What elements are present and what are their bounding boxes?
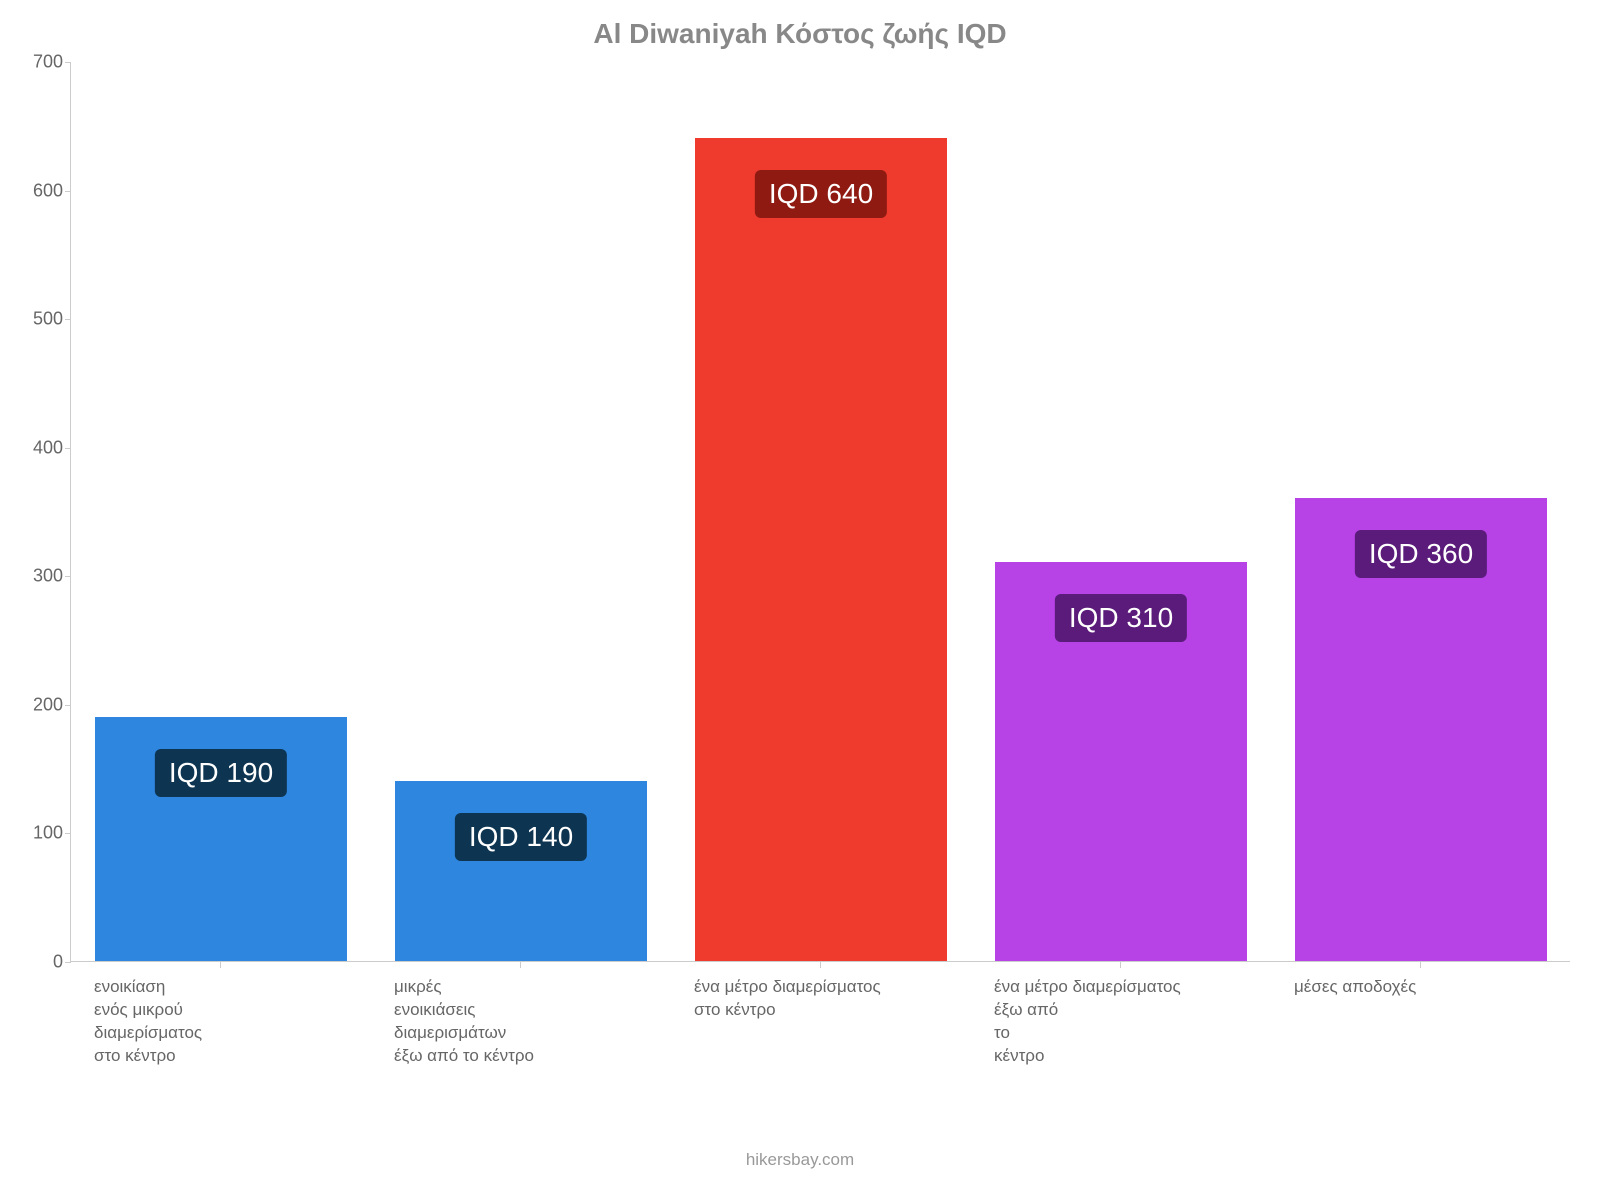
y-tick-label: 400 (17, 437, 63, 458)
y-tick-label: 200 (17, 694, 63, 715)
x-tick-mark (220, 962, 221, 968)
bar-value-badge: IQD 190 (155, 749, 287, 797)
y-tick-mark (65, 62, 71, 63)
y-tick-label: 300 (17, 566, 63, 587)
y-tick-label: 500 (17, 309, 63, 330)
bar-value-badge: IQD 360 (1355, 530, 1487, 578)
y-tick-label: 600 (17, 180, 63, 201)
y-tick-mark (65, 448, 71, 449)
y-tick-label: 0 (17, 952, 63, 973)
bar (395, 781, 647, 961)
x-tick-mark (820, 962, 821, 968)
x-tick-mark (1420, 962, 1421, 968)
x-axis-label: μέσες αποδοχές (1294, 976, 1576, 999)
bar-value-badge: IQD 140 (455, 813, 587, 861)
chart-title: Al Diwaniyah Κόστος ζωής IQD (0, 0, 1600, 56)
x-axis-label: ενοικίασηενός μικρούδιαμερίσματοςστο κέν… (94, 976, 376, 1068)
y-tick-label: 100 (17, 823, 63, 844)
x-tick-mark (520, 962, 521, 968)
x-tick-mark (1120, 962, 1121, 968)
y-tick-mark (65, 833, 71, 834)
y-tick-mark (65, 705, 71, 706)
x-axis-label: μικρέςενοικιάσειςδιαμερισμάτωνέξω από το… (394, 976, 676, 1068)
y-tick-mark (65, 191, 71, 192)
x-axis-label: ένα μέτρο διαμερίσματοςέξω απότοκέντρο (994, 976, 1276, 1068)
attribution: hikersbay.com (0, 1150, 1600, 1170)
bar (695, 138, 947, 961)
chart-plot-area: 0100200300400500600700IQD 190IQD 140IQD … (70, 62, 1570, 962)
y-tick-label: 700 (17, 52, 63, 73)
x-axis-labels: ενοικίασηενός μικρούδιαμερίσματοςστο κέν… (70, 972, 1570, 1122)
y-tick-mark (65, 576, 71, 577)
y-tick-mark (65, 962, 71, 963)
y-tick-mark (65, 319, 71, 320)
bar-value-badge: IQD 640 (755, 170, 887, 218)
bar-value-badge: IQD 310 (1055, 594, 1187, 642)
x-axis-label: ένα μέτρο διαμερίσματοςστο κέντρο (694, 976, 976, 1022)
